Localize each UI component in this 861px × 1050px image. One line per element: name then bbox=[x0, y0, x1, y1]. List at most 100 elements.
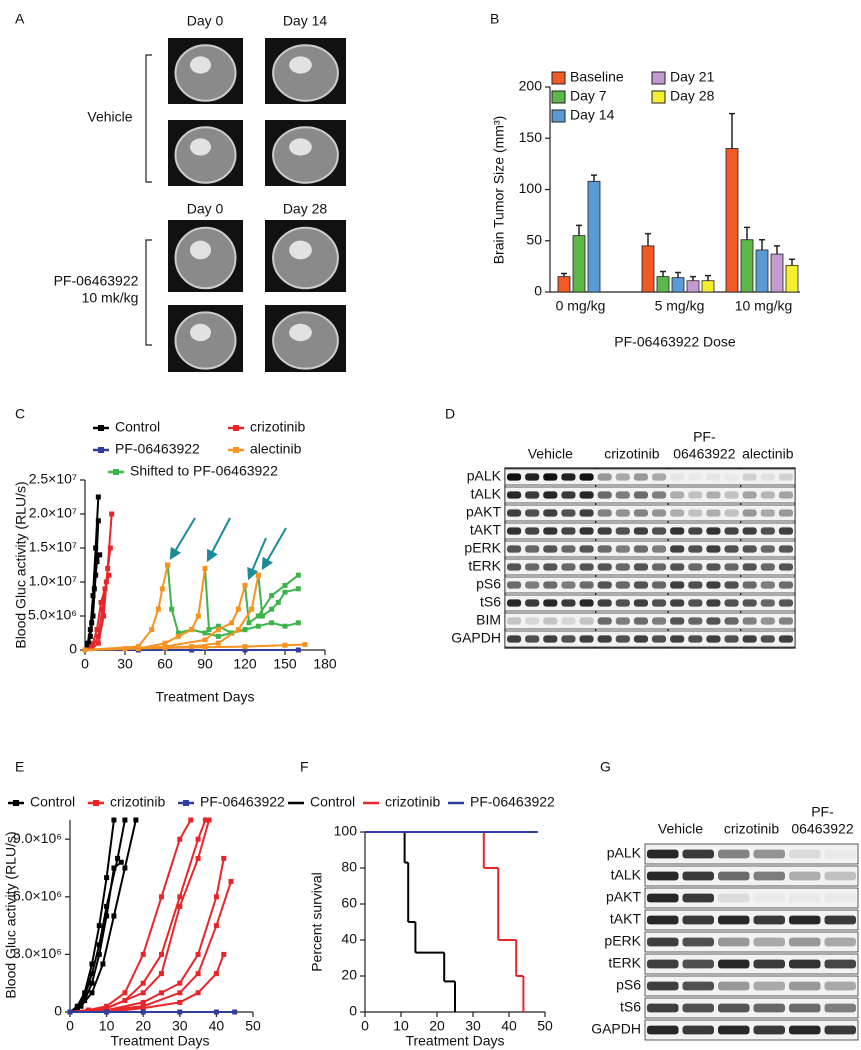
panel-letter: D bbox=[445, 406, 455, 422]
data-point bbox=[242, 644, 248, 650]
lesion bbox=[190, 323, 211, 342]
x-tick-label: 40 bbox=[501, 1018, 517, 1034]
data-line bbox=[69, 861, 122, 1013]
data-point bbox=[162, 640, 168, 646]
data-point bbox=[95, 640, 101, 646]
blot-strip bbox=[504, 540, 796, 558]
data-point bbox=[107, 545, 113, 551]
blot-band bbox=[682, 981, 714, 991]
blot-band bbox=[597, 599, 612, 607]
blot-band bbox=[724, 527, 739, 535]
data-point bbox=[202, 817, 208, 823]
y-axis-label: Percent survival bbox=[309, 872, 325, 972]
blot-band bbox=[682, 1003, 714, 1013]
data-point bbox=[255, 572, 261, 578]
blot-row-label: GAPDH bbox=[451, 630, 501, 646]
data-point bbox=[96, 923, 102, 929]
blot-band bbox=[824, 981, 856, 991]
blot-band bbox=[525, 617, 540, 625]
data-point bbox=[232, 1009, 238, 1015]
brain bbox=[272, 126, 339, 184]
blot-band bbox=[742, 473, 757, 481]
blot-header: PF- bbox=[693, 429, 716, 445]
blot-band bbox=[742, 545, 757, 553]
blot-band bbox=[824, 915, 856, 925]
data-point bbox=[229, 620, 235, 626]
data-point bbox=[295, 647, 301, 653]
blot-band bbox=[561, 527, 576, 535]
blot-band bbox=[670, 617, 685, 625]
lesion bbox=[289, 56, 312, 74]
blot-band bbox=[778, 473, 793, 481]
blot-band bbox=[615, 527, 630, 535]
blot-band bbox=[670, 509, 685, 517]
blot-row-label: tAKT bbox=[470, 522, 502, 538]
data-point bbox=[215, 623, 221, 629]
blot-header: Vehicle bbox=[528, 446, 573, 462]
legend-label: Control bbox=[310, 794, 355, 810]
blot-band bbox=[706, 581, 721, 589]
data-point bbox=[159, 951, 164, 957]
blot-band bbox=[824, 871, 856, 881]
error-bar bbox=[561, 272, 567, 277]
data-point bbox=[269, 593, 275, 599]
bracket bbox=[145, 239, 152, 346]
data-point bbox=[295, 586, 301, 592]
x-tick-label: 180 bbox=[313, 656, 337, 672]
data-point bbox=[269, 606, 275, 612]
error-bar bbox=[789, 258, 795, 266]
blot-row-label: pERK bbox=[464, 540, 501, 556]
data-point bbox=[115, 855, 121, 861]
blot-band bbox=[670, 599, 685, 607]
blot-band bbox=[597, 509, 612, 517]
blot-band bbox=[507, 617, 522, 625]
y-tick-label: 0 bbox=[69, 641, 77, 657]
blot-band bbox=[507, 563, 522, 571]
blot-header: crizotinib bbox=[604, 446, 659, 462]
blot-band bbox=[724, 635, 739, 643]
blot-strip bbox=[644, 953, 859, 975]
blot-band bbox=[633, 527, 648, 535]
blot-band bbox=[789, 1003, 821, 1013]
data-point bbox=[213, 923, 219, 929]
bar bbox=[770, 253, 784, 293]
blot-band bbox=[718, 849, 750, 859]
bar bbox=[740, 239, 754, 293]
blot-band bbox=[543, 635, 558, 643]
blot-band bbox=[724, 617, 739, 625]
blot-band bbox=[647, 1025, 679, 1035]
blot-band bbox=[579, 635, 594, 643]
blot-band bbox=[543, 545, 558, 553]
blot-band bbox=[652, 635, 667, 643]
plot bbox=[82, 494, 308, 653]
column-label: Day 0 bbox=[187, 13, 224, 29]
data-point bbox=[195, 855, 201, 861]
data-point bbox=[98, 599, 104, 605]
brain bbox=[174, 126, 237, 184]
data-point bbox=[242, 627, 248, 633]
blot-band bbox=[647, 959, 679, 969]
data-point bbox=[177, 1009, 183, 1015]
blot-strip bbox=[504, 594, 796, 612]
blot-band bbox=[718, 871, 750, 881]
data-point bbox=[177, 999, 183, 1005]
legend-label: crizotinib bbox=[250, 419, 305, 435]
blot-band bbox=[778, 617, 793, 625]
legend-label: crizotinib bbox=[110, 794, 165, 810]
blot-band bbox=[597, 491, 612, 499]
blot-band bbox=[753, 981, 785, 991]
bar bbox=[572, 235, 586, 293]
data-point bbox=[175, 630, 181, 636]
blot-strip bbox=[644, 843, 859, 865]
blot-band bbox=[778, 599, 793, 607]
data-point bbox=[206, 627, 212, 633]
bar bbox=[701, 280, 715, 293]
blot-band bbox=[615, 599, 630, 607]
blot-band bbox=[597, 545, 612, 553]
blot-band bbox=[561, 635, 576, 643]
error-bar bbox=[591, 174, 597, 182]
blot-header: 06463922 bbox=[791, 821, 854, 837]
blot-band bbox=[579, 509, 594, 517]
blot-band bbox=[688, 599, 703, 607]
